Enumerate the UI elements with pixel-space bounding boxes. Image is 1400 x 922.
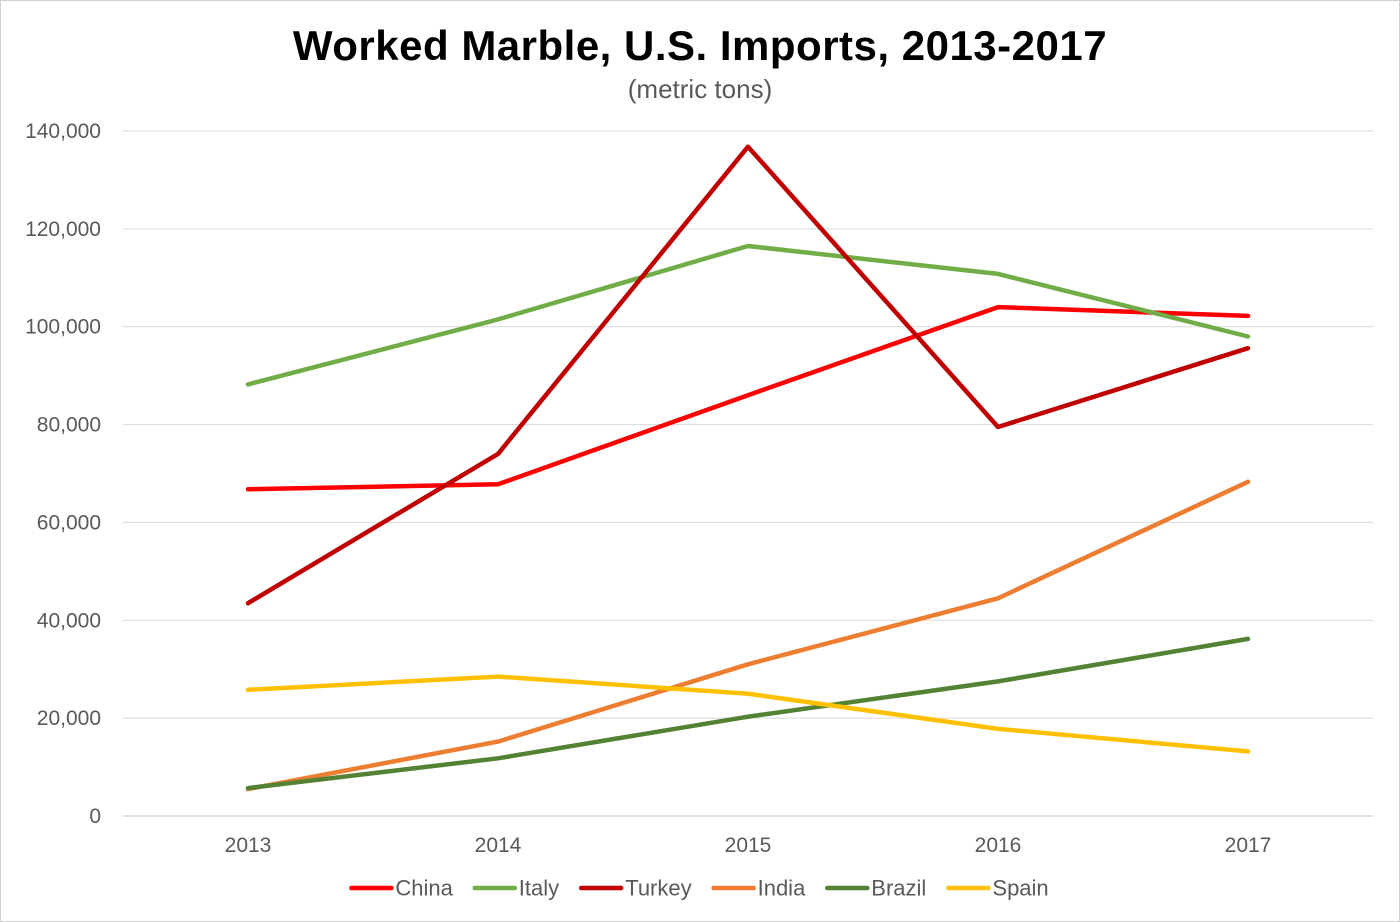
legend-item-brazil: Brazil (825, 876, 926, 901)
legend-label: India (758, 876, 806, 901)
x-axis-tick-labels: 2013 2014 2015 2016 2017 (225, 834, 1272, 857)
legend-item-turkey: Turkey (578, 876, 692, 901)
series-line-india (245, 479, 1251, 792)
legend: China Italy Turkey India Brazil Spain (349, 876, 1049, 901)
series-line-china (245, 304, 1251, 492)
legend-item-spain: Spain (946, 876, 1049, 901)
legend-label: Spain (992, 876, 1048, 901)
y-tick-label: 20,000 (37, 707, 101, 730)
chart-subtitle: (metric tons) (627, 74, 773, 104)
legend-item-india: India (711, 876, 806, 901)
gridlines (123, 130, 1373, 817)
series-line-spain (245, 674, 1251, 754)
x-tick-label: 2016 (975, 834, 1022, 857)
legend-item-china: China (349, 876, 454, 901)
y-tick-label: 120,000 (25, 218, 101, 241)
x-tick-label: 2014 (475, 834, 522, 857)
series-line-turkey (245, 144, 1251, 606)
y-tick-label: 100,000 (25, 316, 101, 339)
y-tick-label: 140,000 (25, 120, 101, 143)
chart-title: Worked Marble, U.S. Imports, 2013-2017 (292, 22, 1108, 69)
y-tick-label: 0 (89, 805, 101, 828)
y-tick-label: 60,000 (37, 511, 101, 534)
legend-label: Italy (519, 876, 559, 901)
y-tick-label: 40,000 (37, 609, 101, 632)
legend-label: Brazil (871, 876, 926, 901)
x-tick-label: 2013 (225, 834, 272, 857)
y-axis-tick-labels: 0 20,000 40,000 60,000 80,000 100,000 120,000 1… (25, 120, 101, 828)
series-line-italy (245, 243, 1251, 387)
x-tick-label: 2017 (1225, 834, 1272, 857)
legend-label: China (395, 876, 453, 901)
x-tick-label: 2015 (725, 834, 772, 857)
legend-label: Turkey (625, 876, 691, 901)
y-tick-label: 80,000 (37, 414, 101, 437)
series-line-brazil (245, 636, 1251, 791)
series-lines (245, 144, 1251, 792)
legend-item-italy: Italy (472, 876, 559, 901)
